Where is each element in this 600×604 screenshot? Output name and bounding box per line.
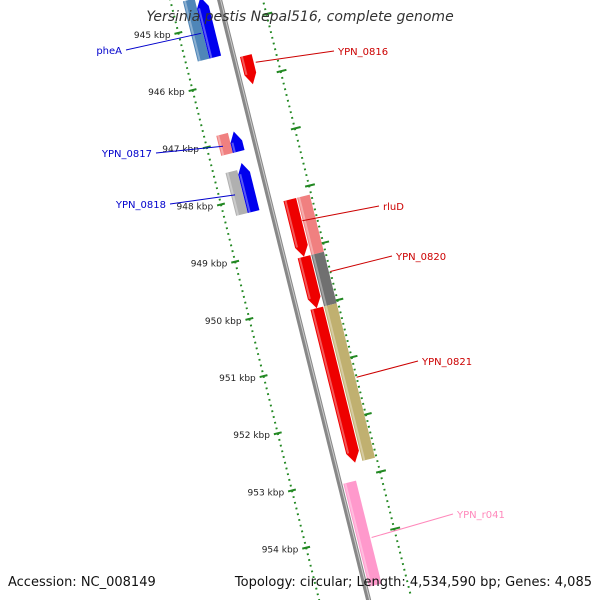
map-title: Yersinia pestis Nepal516, complete genom… [0,9,600,25]
ruler-major-tick [277,70,287,72]
ruler-major-tick [245,318,253,320]
genome-backbone [218,0,371,600]
gene-label-leader [372,514,453,538]
gene-ypn-0817[interactable] [230,131,244,152]
ruler-tick-label: 951 kbp [219,374,256,384]
ruler-major-tick [231,261,239,263]
ruler-major-tick [291,127,301,129]
gene-label[interactable]: YPN_0817 [101,149,152,160]
gene-label[interactable]: rluD [383,202,404,213]
ruler-major-tick [260,375,268,377]
ruler-major-tick [302,547,310,549]
ruler-major-tick [274,432,282,434]
ruler-major-tick [288,490,296,492]
feature-track [183,0,382,587]
ruler-outer-track [170,0,322,600]
gene-label[interactable]: pheA [96,46,122,57]
gene-label-leader [357,361,418,377]
ruler-major-tick [174,32,182,34]
ruler-tick-label: 952 kbp [233,431,270,441]
ruler-tick-label: 950 kbp [205,317,242,327]
genome-summary-text: Topology: circular; Length: 4,534,590 bp… [235,575,592,590]
gene-label[interactable]: YPN_r041 [456,510,505,521]
gene-label[interactable]: YPN_0818 [115,200,166,211]
ruler-tick-label: 954 kbp [262,546,299,556]
ruler-major-tick [376,470,386,472]
accession-text: Accession: NC_008149 [8,575,156,590]
gene-label[interactable]: YPN_0820 [395,252,446,263]
gene-label-leader [330,256,392,271]
ruler-tick-label: 945 kbp [134,31,171,41]
ruler-major-tick [189,89,197,91]
ruler-tick-label: 948 kbp [177,202,214,212]
gene-labels: pheA YPN_0816 YPN_0817 YPN_0818 rluD YPN_0820… [96,33,505,537]
ruler-tick-label: 953 kbp [248,488,285,498]
ruler-major-tick [217,204,225,206]
ruler-tick-label: 946 kbp [148,88,185,98]
ruler-major-tick [305,184,315,186]
gene-label[interactable]: YPN_0821 [421,357,472,368]
gene-label-leader [256,51,334,62]
gene-label[interactable]: YPN_0816 [337,47,388,58]
ruler-tick-label: 949 kbp [191,260,228,270]
